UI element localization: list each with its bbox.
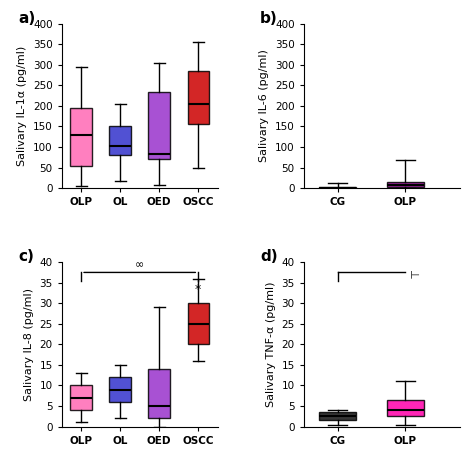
Y-axis label: Salivary TNF-α (pg/ml): Salivary TNF-α (pg/ml) [266, 282, 276, 407]
PathPatch shape [71, 108, 92, 165]
PathPatch shape [71, 385, 92, 410]
PathPatch shape [148, 369, 170, 419]
PathPatch shape [109, 377, 131, 402]
PathPatch shape [188, 303, 209, 345]
Text: d): d) [260, 249, 278, 264]
Y-axis label: Salivary IL-6 (pg/ml): Salivary IL-6 (pg/ml) [259, 49, 269, 163]
Text: c): c) [18, 249, 34, 264]
PathPatch shape [387, 400, 424, 416]
PathPatch shape [319, 186, 356, 188]
PathPatch shape [148, 91, 170, 159]
Y-axis label: Salivary IL-8 (pg/ml): Salivary IL-8 (pg/ml) [24, 288, 34, 401]
PathPatch shape [188, 71, 209, 125]
Y-axis label: Salivary IL-1α (pg/ml): Salivary IL-1α (pg/ml) [17, 46, 27, 166]
Text: b): b) [260, 10, 278, 26]
PathPatch shape [387, 182, 424, 187]
Text: ∞: ∞ [135, 260, 144, 270]
Text: *: * [195, 283, 201, 296]
Text: ⊣: ⊣ [409, 267, 419, 277]
PathPatch shape [319, 412, 356, 420]
PathPatch shape [109, 127, 131, 155]
Text: a): a) [18, 10, 35, 26]
